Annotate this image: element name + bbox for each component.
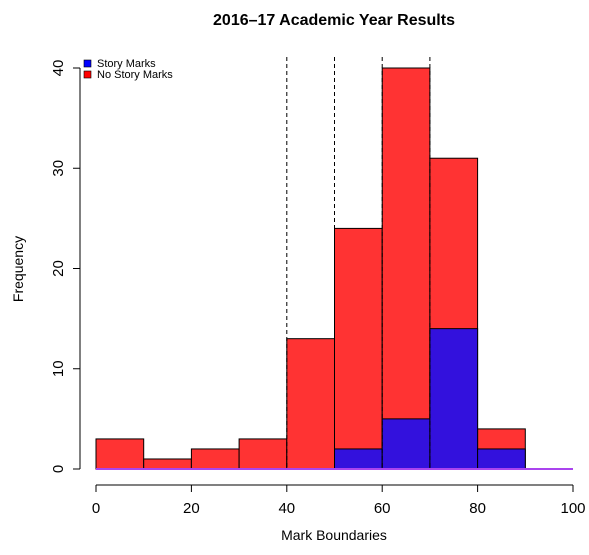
bar-series0-bin1 xyxy=(143,458,192,470)
legend-label-0: Story Marks xyxy=(97,58,156,70)
x-axis-label: Mark Boundaries xyxy=(281,527,387,543)
bar-series0-bin4 xyxy=(286,338,335,470)
reference-lines xyxy=(286,57,431,469)
bar-series0-bin2 xyxy=(190,448,240,470)
y-tick-label-10: 10 xyxy=(50,360,67,377)
bar-series1-bin6 xyxy=(381,418,431,470)
x-tick-label-80: 80 xyxy=(469,500,486,517)
bar-series0-bin5 xyxy=(334,227,383,470)
y-axis: 0 10 20 30 40 xyxy=(50,60,81,473)
bar-series1-bin7 xyxy=(429,328,479,470)
x-tick-label-20: 20 xyxy=(183,500,200,517)
legend-swatch-0 xyxy=(83,59,92,68)
x-axis: 0 20 40 60 80 100 xyxy=(92,484,586,517)
bars-layer xyxy=(95,67,573,470)
legend-swatch-1 xyxy=(83,70,92,79)
bar-series0-bin3 xyxy=(238,438,288,470)
chart-title: 2016–17 Academic Year Results xyxy=(213,12,455,29)
y-tick-label-20: 20 xyxy=(50,260,67,277)
y-tick-label-0: 0 xyxy=(50,465,67,473)
x-tick-label-40: 40 xyxy=(278,500,295,517)
y-tick-label-40: 40 xyxy=(50,60,67,77)
y-tick-label-30: 30 xyxy=(50,160,67,177)
x-tick-label-60: 60 xyxy=(374,500,391,517)
y-axis-label: Frequency xyxy=(10,236,26,302)
bar-series0-bin6 xyxy=(381,67,431,470)
bar-series1-bin8 xyxy=(477,448,526,470)
x-tick-label-100: 100 xyxy=(560,500,585,517)
x-tick-label-0: 0 xyxy=(92,500,100,517)
bar-series0-bin0 xyxy=(95,438,145,470)
legend-label-1: No Story Marks xyxy=(97,69,173,81)
bar-series1-bin5 xyxy=(334,448,383,470)
